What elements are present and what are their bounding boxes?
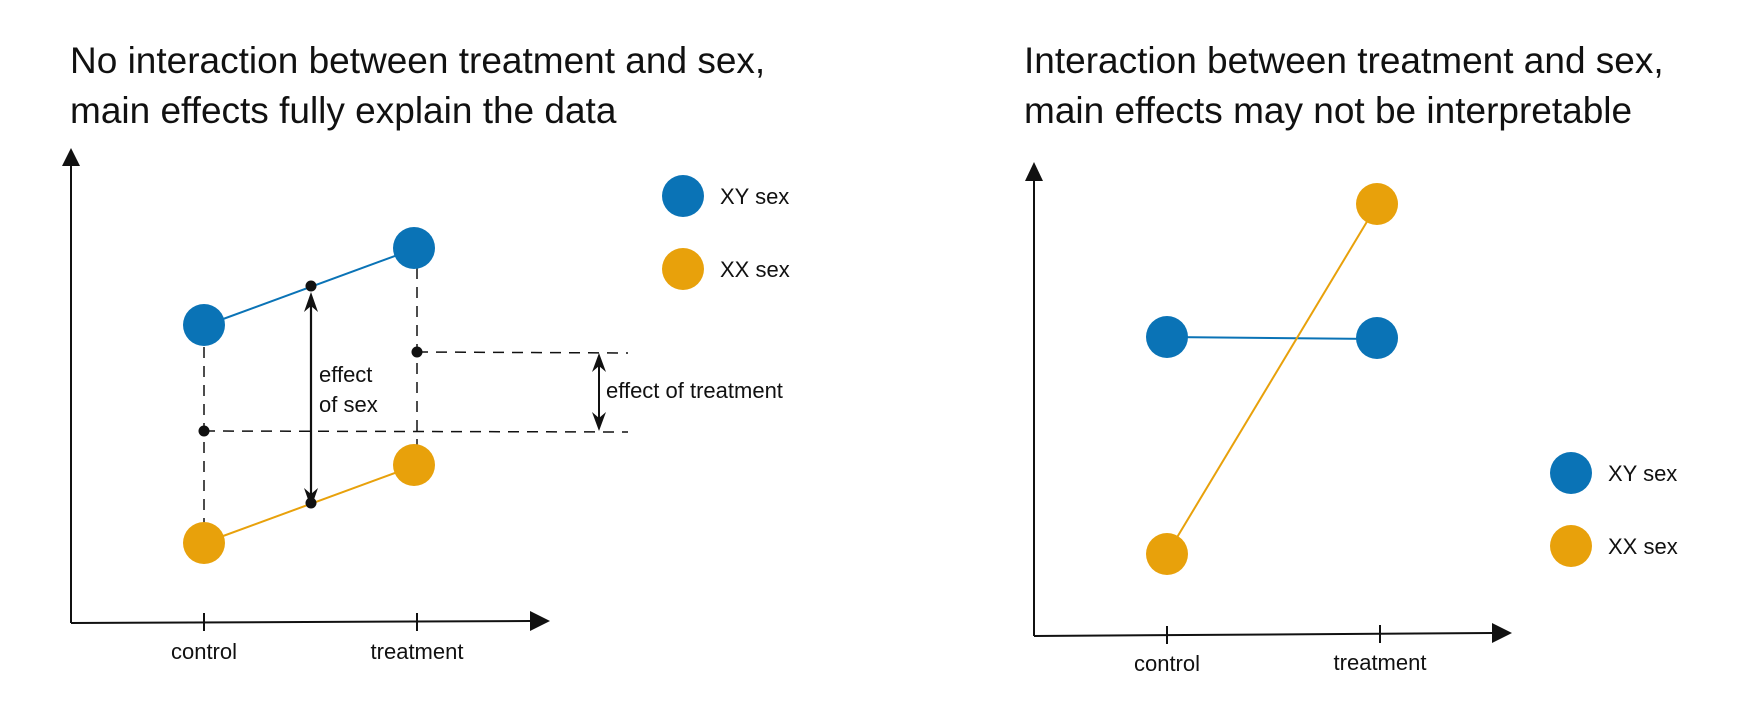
left-title-line-2: main effects fully explain the data <box>70 90 617 131</box>
effect-of-treatment-arrowhead-top <box>592 353 606 372</box>
effect-of-treatment-arrowhead-bottom <box>592 412 606 431</box>
effect-of-sex-arrowhead-top <box>304 292 318 312</box>
right-legend-xx-swatch <box>1550 525 1592 567</box>
right-point-xy-treatment <box>1356 317 1398 359</box>
right-point-xx-treatment <box>1356 183 1398 225</box>
left-y-axis-arrow <box>62 148 80 166</box>
left-tick-label-treatment: treatment <box>371 639 464 664</box>
left-title-line-1: No interaction between treatment and sex… <box>70 40 766 81</box>
right-line-xx-sex <box>1166 204 1378 555</box>
right-x-axis <box>1033 632 1493 637</box>
left-dot-xy-midpoint <box>305 280 317 292</box>
left-panel-title: No interaction between treatment and sex… <box>70 36 765 136</box>
right-tick-label-treatment: treatment <box>1334 650 1427 675</box>
right-x-axis-arrow <box>1492 623 1512 643</box>
right-panel-title: Interaction between treatment and sex, m… <box>1024 36 1664 136</box>
left-x-axis <box>70 620 531 624</box>
right-chart: control treatment XY sex XX sex <box>1025 162 1678 676</box>
right-legend-xy-swatch <box>1550 452 1592 494</box>
right-legend-xx-label: XX sex <box>1608 534 1678 559</box>
left-legend-xx-swatch <box>662 248 704 290</box>
right-title-line-1: Interaction between treatment and sex, <box>1024 40 1664 81</box>
right-tick-label-control: control <box>1134 651 1200 676</box>
left-legend-xx-label: XX sex <box>720 257 790 282</box>
left-dot-baseline-control <box>198 425 210 437</box>
left-dashed-baseline <box>203 430 629 433</box>
left-tick-label-control: control <box>171 639 237 664</box>
left-legend-xy-label: XY sex <box>720 184 789 209</box>
left-chart: control treatment effect of sex effect o… <box>62 148 790 664</box>
left-dot-treatment-level <box>411 346 423 358</box>
left-dot-xx-midpoint <box>305 497 317 509</box>
right-point-xy-control <box>1146 316 1188 358</box>
right-line-xy-sex <box>1166 336 1378 340</box>
effect-of-treatment-label: effect of treatment <box>606 378 783 403</box>
left-point-xy-treatment <box>393 227 435 269</box>
left-point-xx-treatment <box>393 444 435 486</box>
effect-of-sex-label-line-2: of sex <box>319 392 378 417</box>
right-title-line-2: main effects may not be interpretable <box>1024 90 1633 131</box>
left-legend-xy-swatch <box>662 175 704 217</box>
left-point-xy-control <box>183 304 225 346</box>
right-y-axis-arrow <box>1025 162 1043 181</box>
effect-of-sex-label-line-1: effect <box>319 362 372 387</box>
right-point-xx-control <box>1146 533 1188 575</box>
left-dashed-treatment-level <box>416 351 629 354</box>
right-legend-xy-label: XY sex <box>1608 461 1677 486</box>
left-point-xx-control <box>183 522 225 564</box>
left-x-axis-arrow <box>530 611 550 631</box>
